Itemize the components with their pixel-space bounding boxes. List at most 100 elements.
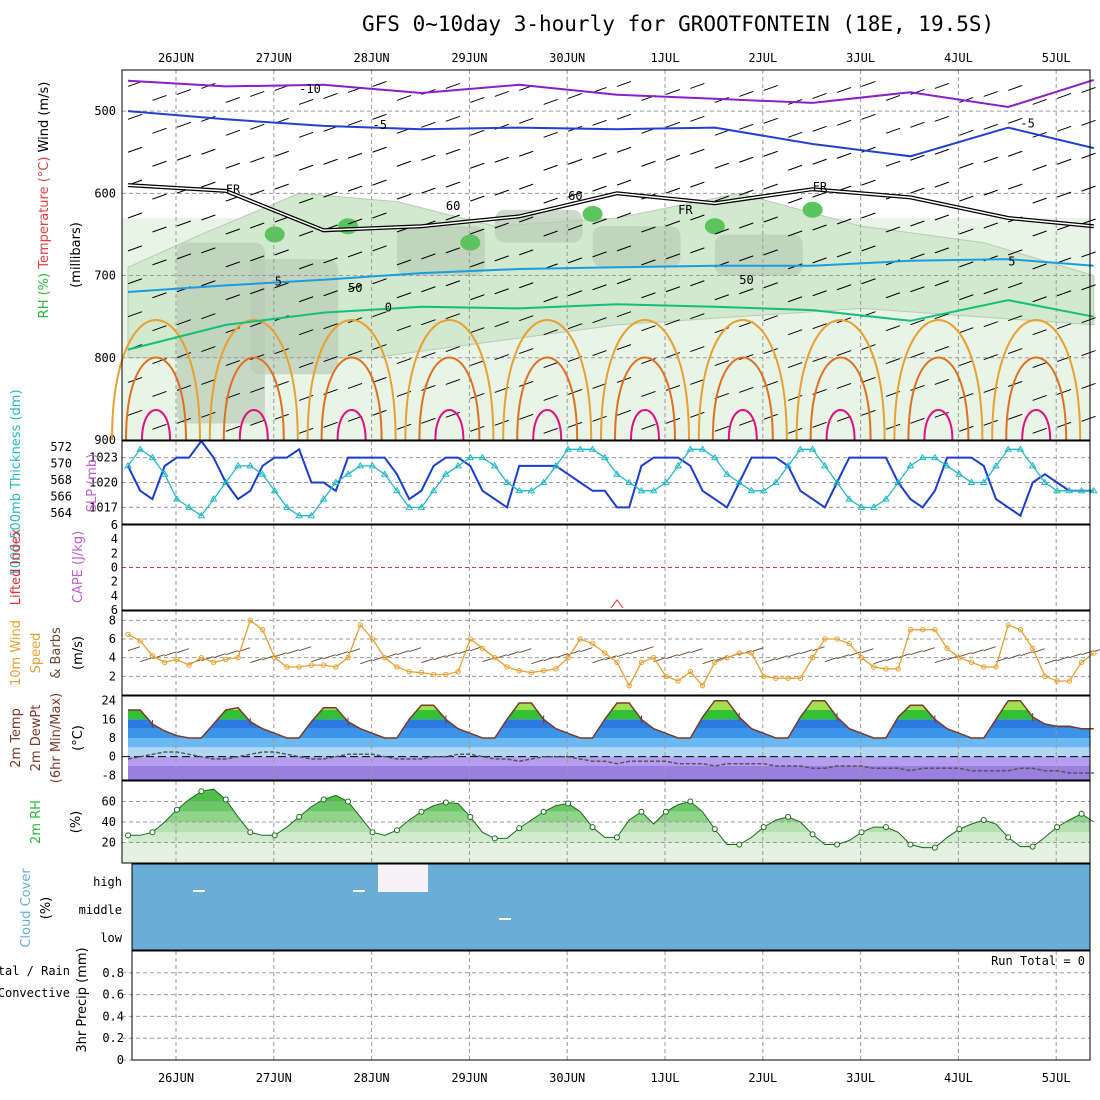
wind-barb	[201, 411, 216, 418]
thickness-point	[539, 478, 548, 485]
wind-barb	[665, 88, 681, 95]
wind-barb	[690, 247, 705, 254]
wind-barb	[274, 249, 289, 256]
wind-barb	[543, 98, 558, 105]
wind-barb	[714, 228, 729, 235]
wind-barb	[225, 360, 240, 367]
cape-point	[610, 599, 624, 609]
cloud-high-patch	[378, 864, 428, 892]
wind-barb	[641, 646, 654, 652]
wind-barb	[298, 646, 312, 652]
thickness-point	[356, 461, 365, 469]
isotherm-warm	[434, 409, 465, 441]
panel-ylabel: SLP (mb)	[85, 454, 100, 513]
wind-barb	[494, 255, 509, 262]
wind-barb	[836, 284, 852, 291]
thickness-point	[710, 453, 719, 461]
wind-speed-point	[675, 678, 681, 684]
wind-speed-point	[919, 626, 926, 633]
contour-label: FR	[226, 182, 241, 196]
wind-barb	[347, 152, 363, 159]
wind-barb	[983, 189, 998, 196]
panel-ylabel-part: (%)	[39, 897, 54, 920]
wind-barb	[421, 154, 436, 161]
thickness-point	[967, 478, 976, 485]
wind-barb	[127, 146, 143, 153]
wind-barb	[1008, 413, 1023, 420]
panel-ylabel: Lifted Index	[9, 528, 24, 605]
wind-barb	[445, 247, 461, 254]
wind-speed-point	[467, 636, 473, 642]
wind-barb	[396, 325, 412, 332]
thickness-point	[1065, 486, 1074, 494]
wind-barb	[531, 659, 544, 665]
dewpt-line	[127, 751, 1094, 774]
isotherm-line	[127, 110, 1095, 158]
wind-barb	[543, 296, 558, 303]
thickness-point	[429, 486, 438, 494]
wind-barb	[812, 323, 827, 330]
temp-tick-label: 8	[109, 731, 116, 745]
wind-barb	[885, 423, 901, 430]
wind-barb	[176, 154, 192, 161]
rh-shade-dark	[714, 234, 803, 276]
wind-barb	[739, 123, 754, 130]
wind-barb	[763, 315, 778, 322]
temp-band	[128, 756, 1090, 766]
wind-barb	[201, 214, 216, 221]
wind-barb	[201, 656, 214, 662]
slp-tick-label: 1017	[89, 500, 118, 514]
wind-barb	[910, 319, 925, 326]
wind-barb	[421, 658, 434, 664]
wind-barb	[127, 212, 143, 219]
cloud-high-patch	[193, 890, 205, 892]
wind-barb	[665, 286, 681, 293]
isotherm-warm	[893, 319, 984, 441]
wind-speed-point	[565, 654, 571, 661]
wind-barb	[127, 113, 143, 120]
thickness-point	[747, 486, 756, 494]
rh-point	[491, 835, 498, 842]
wind-barb	[127, 311, 143, 318]
wind-barb	[959, 261, 974, 268]
panel-ylabel: 2m RH	[29, 800, 44, 844]
thickness-point	[1077, 486, 1086, 494]
wind-tick-label: 6	[109, 632, 116, 646]
wind-barb	[140, 657, 153, 663]
isotherm-warm	[222, 356, 285, 441]
wind-barb	[690, 115, 705, 122]
wind-barb	[763, 150, 778, 157]
isotherm-warm	[238, 409, 269, 441]
wind-barb	[323, 191, 338, 198]
wind-barb	[1081, 317, 1096, 324]
cloud-high-patch	[353, 890, 365, 892]
wind-barb	[1008, 183, 1023, 190]
wind-barb	[983, 354, 998, 361]
wind-barb	[519, 648, 532, 654]
wind-speed-point	[455, 668, 461, 675]
rh-point	[393, 827, 400, 834]
thickness-point	[857, 503, 866, 510]
wind-barb	[787, 131, 803, 138]
wind-barb	[567, 290, 583, 297]
wind-barb	[250, 123, 265, 130]
wind-speed-point	[137, 638, 143, 644]
wind-barb	[250, 255, 265, 262]
wind-barb	[934, 148, 950, 155]
panel-ylabel-part: 1000-500mb Thickness (dm)	[9, 389, 24, 576]
wind-speed-point	[895, 666, 901, 672]
rh-point	[442, 799, 449, 806]
precip-tick-label: 0.4	[102, 1009, 124, 1023]
wind-barb	[372, 376, 387, 383]
isotherm-warm	[125, 356, 187, 441]
temp-band	[128, 719, 1090, 729]
wind-barb	[861, 212, 876, 219]
wind-barb	[1081, 152, 1096, 159]
wind-barb	[763, 413, 778, 420]
thickness-point	[906, 461, 915, 469]
wind-barb	[567, 323, 583, 330]
wind-barb	[274, 413, 289, 420]
wind-barb	[1032, 329, 1047, 336]
thickness-point	[649, 486, 658, 494]
freezing-level-line-inner	[127, 184, 1094, 232]
